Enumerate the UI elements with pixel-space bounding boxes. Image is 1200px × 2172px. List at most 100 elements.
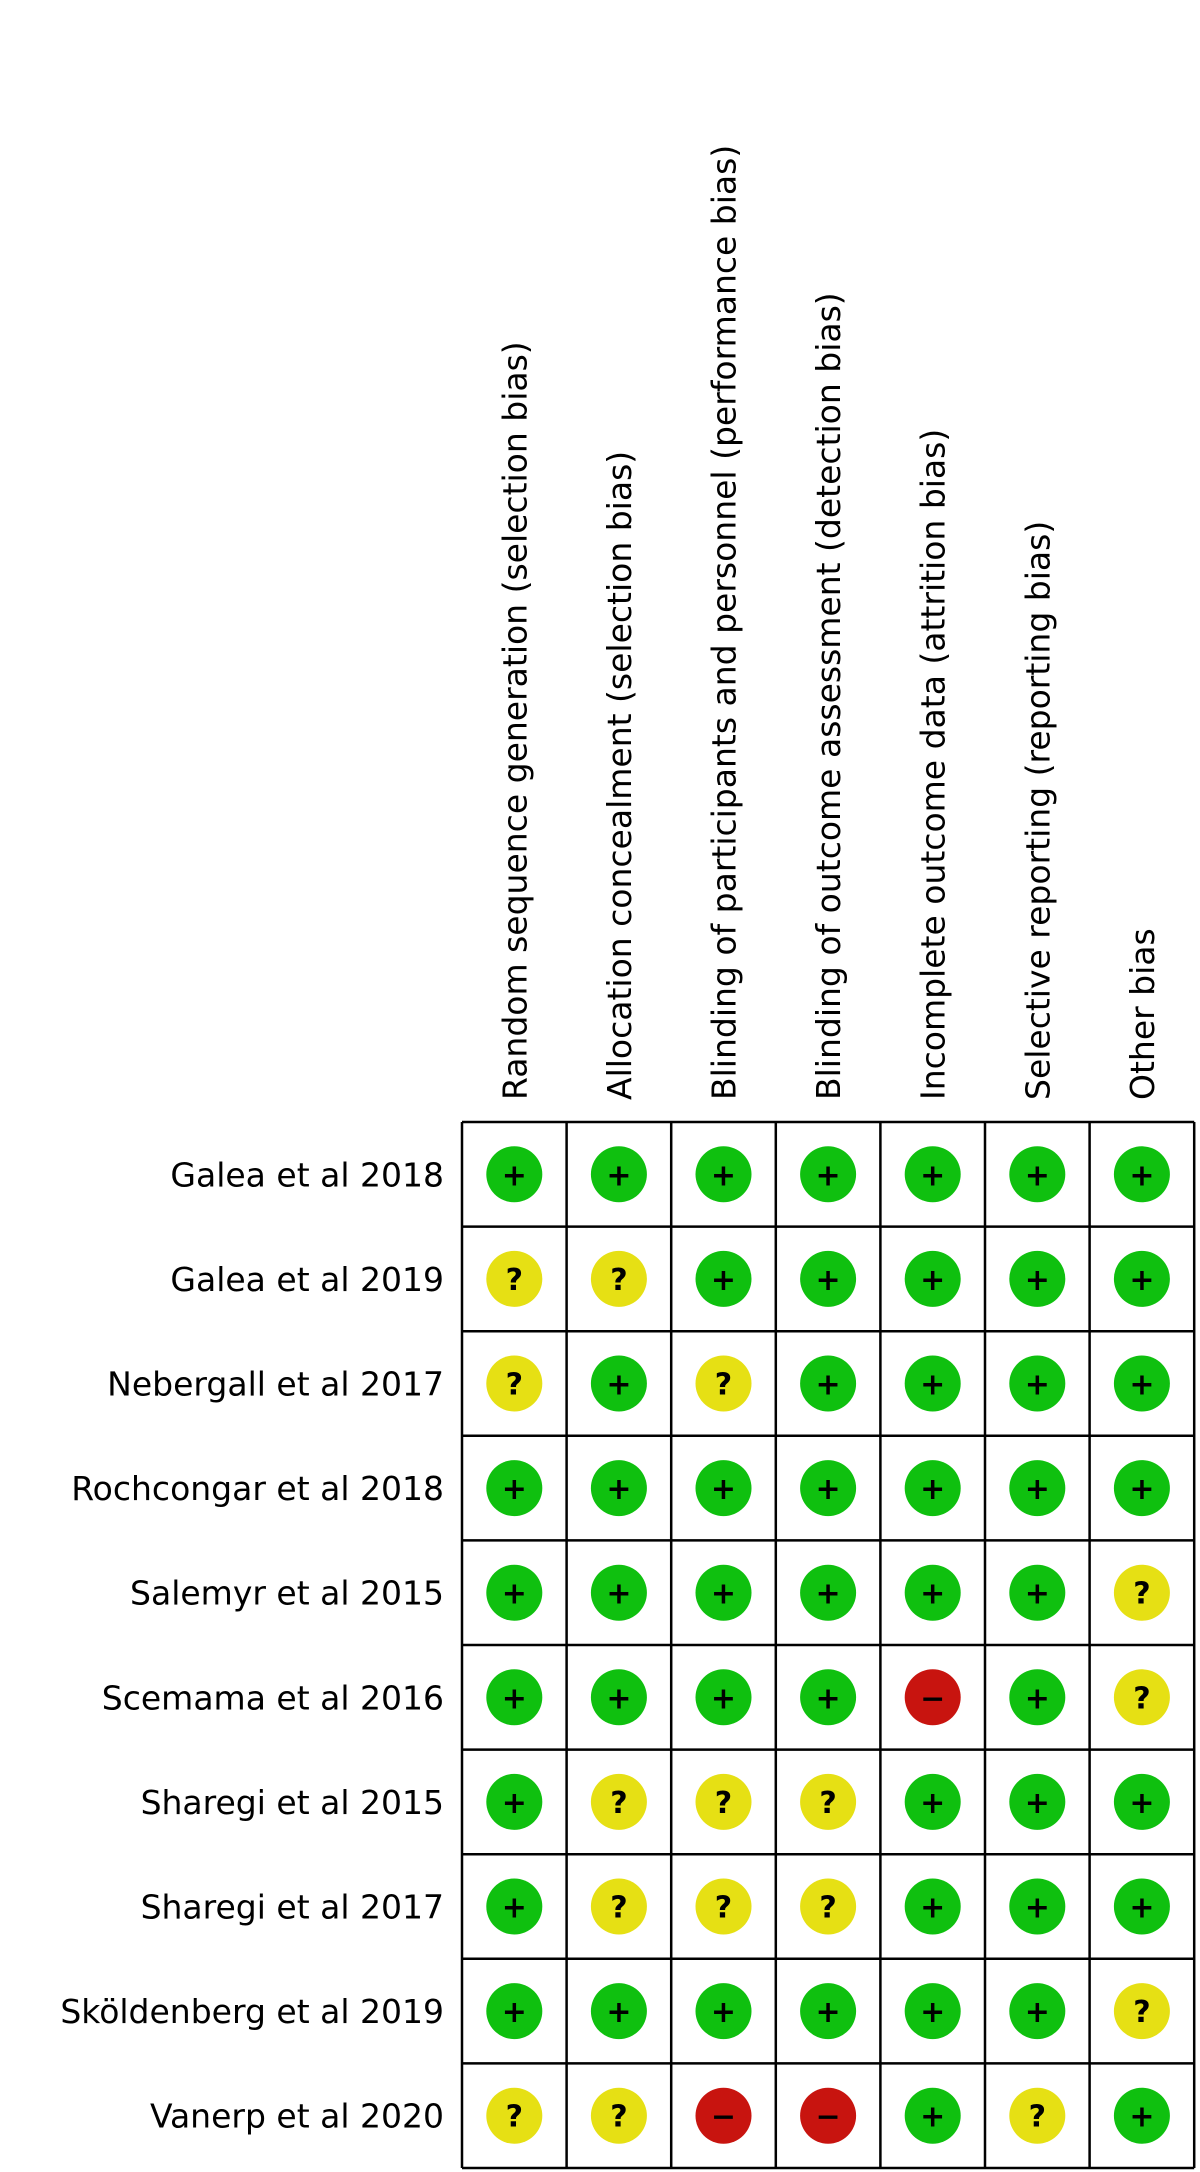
- rating-circle: [486, 1355, 543, 1412]
- rating-symbol: +: [502, 1681, 527, 1716]
- rating-low: +: [486, 1878, 543, 1935]
- rating-unclear: ?: [590, 1250, 647, 1307]
- rating-low: +: [904, 2087, 961, 2144]
- rating-symbol: +: [1129, 1158, 1154, 1193]
- rating-symbol: −: [711, 2100, 736, 2135]
- rating-unclear: ?: [1113, 1564, 1170, 1621]
- rating-symbol: +: [920, 1368, 945, 1403]
- column-label: Other bias: [1123, 928, 1162, 1100]
- rating-unclear: ?: [486, 2087, 543, 2144]
- rating-circle: [1113, 1773, 1170, 1830]
- rating-circle: [486, 1878, 543, 1935]
- column-label: Random sequence generation (selection bi…: [495, 341, 534, 1100]
- rating-low: +: [590, 1983, 647, 2040]
- rating-low: +: [590, 1460, 647, 1517]
- rating-circle: [1113, 1250, 1170, 1307]
- column-label: Incomplete outcome data (attrition bias): [914, 429, 953, 1100]
- rating-symbol: ?: [610, 1263, 627, 1298]
- rating-symbol: +: [711, 1472, 736, 1507]
- row-label: Nebergall et al 2017: [107, 1365, 444, 1404]
- rating-symbol: ?: [715, 1786, 732, 1821]
- rating-symbol: +: [1129, 2100, 1154, 2135]
- rating-symbol: +: [816, 1263, 841, 1298]
- rating-symbol: +: [1129, 1786, 1154, 1821]
- rating-high: −: [800, 2087, 857, 2144]
- rating-symbol: +: [920, 1786, 945, 1821]
- rating-circle: [695, 2087, 752, 2144]
- rating-low: +: [695, 1983, 752, 2040]
- rating-low: +: [695, 1564, 752, 1621]
- rating-unclear: ?: [486, 1250, 543, 1307]
- rating-symbol: +: [711, 1577, 736, 1612]
- rating-circle: [590, 2087, 647, 2144]
- rating-circle: [1009, 1983, 1066, 2040]
- rating-low: +: [904, 1564, 961, 1621]
- rating-low: +: [800, 1564, 857, 1621]
- rating-unclear: ?: [1113, 1669, 1170, 1726]
- rating-high: −: [695, 2087, 752, 2144]
- rating-circle: [590, 1146, 647, 1203]
- rating-symbol: +: [711, 1158, 736, 1193]
- rating-circle: [800, 1773, 857, 1830]
- rating-unclear: ?: [590, 1878, 647, 1935]
- rating-circle: [1009, 1669, 1066, 1726]
- rating-low: +: [1113, 2087, 1170, 2144]
- rating-circle: [800, 1146, 857, 1203]
- rating-low: +: [1113, 1250, 1170, 1307]
- rating-symbol: +: [502, 1995, 527, 2030]
- rating-low: +: [904, 1878, 961, 1935]
- rating-low: +: [695, 1250, 752, 1307]
- rating-circle: [590, 1669, 647, 1726]
- rating-circle: [904, 1460, 961, 1517]
- rating-low: +: [904, 1773, 961, 1830]
- rating-symbol: +: [606, 1158, 631, 1193]
- rating-circle: [590, 1250, 647, 1307]
- rating-low: +: [904, 1983, 961, 2040]
- rating-symbol: ?: [610, 1786, 627, 1821]
- rating-symbol: ?: [506, 1263, 523, 1298]
- row-label: Sharegi et al 2015: [141, 1783, 444, 1822]
- rating-symbol: +: [816, 1472, 841, 1507]
- rating-symbol: +: [502, 1158, 527, 1193]
- rating-circle: [486, 1983, 543, 2040]
- rating-low: +: [486, 1773, 543, 1830]
- rating-circle: [486, 1564, 543, 1621]
- row-label: Galea et al 2019: [170, 1260, 444, 1299]
- rating-circle: [1113, 1878, 1170, 1935]
- rating-circle: [800, 1355, 857, 1412]
- rating-symbol: +: [920, 1891, 945, 1926]
- rating-circle: [1009, 1250, 1066, 1307]
- rating-unclear: ?: [590, 2087, 647, 2144]
- rating-symbol: +: [920, 1577, 945, 1612]
- rating-circle: [1113, 1146, 1170, 1203]
- column-labels: Random sequence generation (selection bi…: [495, 145, 1162, 1100]
- rating-circle: [695, 1250, 752, 1307]
- rating-symbol: +: [920, 1158, 945, 1193]
- rating-low: +: [1113, 1146, 1170, 1203]
- rating-high: −: [904, 1669, 961, 1726]
- rating-circle: [904, 1983, 961, 2040]
- rating-symbol: +: [711, 1681, 736, 1716]
- rating-circle: [800, 1983, 857, 2040]
- rating-circle: [904, 1878, 961, 1935]
- rating-circle: [695, 1564, 752, 1621]
- rating-symbol: +: [920, 1472, 945, 1507]
- rating-symbol: +: [816, 1368, 841, 1403]
- rating-circle: [800, 1564, 857, 1621]
- rating-circle: [590, 1878, 647, 1935]
- rating-unclear: ?: [800, 1878, 857, 1935]
- rating-symbol: +: [1129, 1263, 1154, 1298]
- rating-circle: [904, 1773, 961, 1830]
- rating-low: +: [486, 1669, 543, 1726]
- rating-unclear: ?: [695, 1355, 752, 1412]
- column-label: Blinding of participants and personnel (…: [705, 145, 744, 1100]
- rating-circle: [486, 1250, 543, 1307]
- rating-circle: [486, 1146, 543, 1203]
- rating-unclear: ?: [695, 1878, 752, 1935]
- rating-low: +: [1009, 1773, 1066, 1830]
- rating-circle: [486, 1773, 543, 1830]
- rating-low: +: [1009, 1250, 1066, 1307]
- rating-circle: [800, 1250, 857, 1307]
- rating-circle: [695, 1878, 752, 1935]
